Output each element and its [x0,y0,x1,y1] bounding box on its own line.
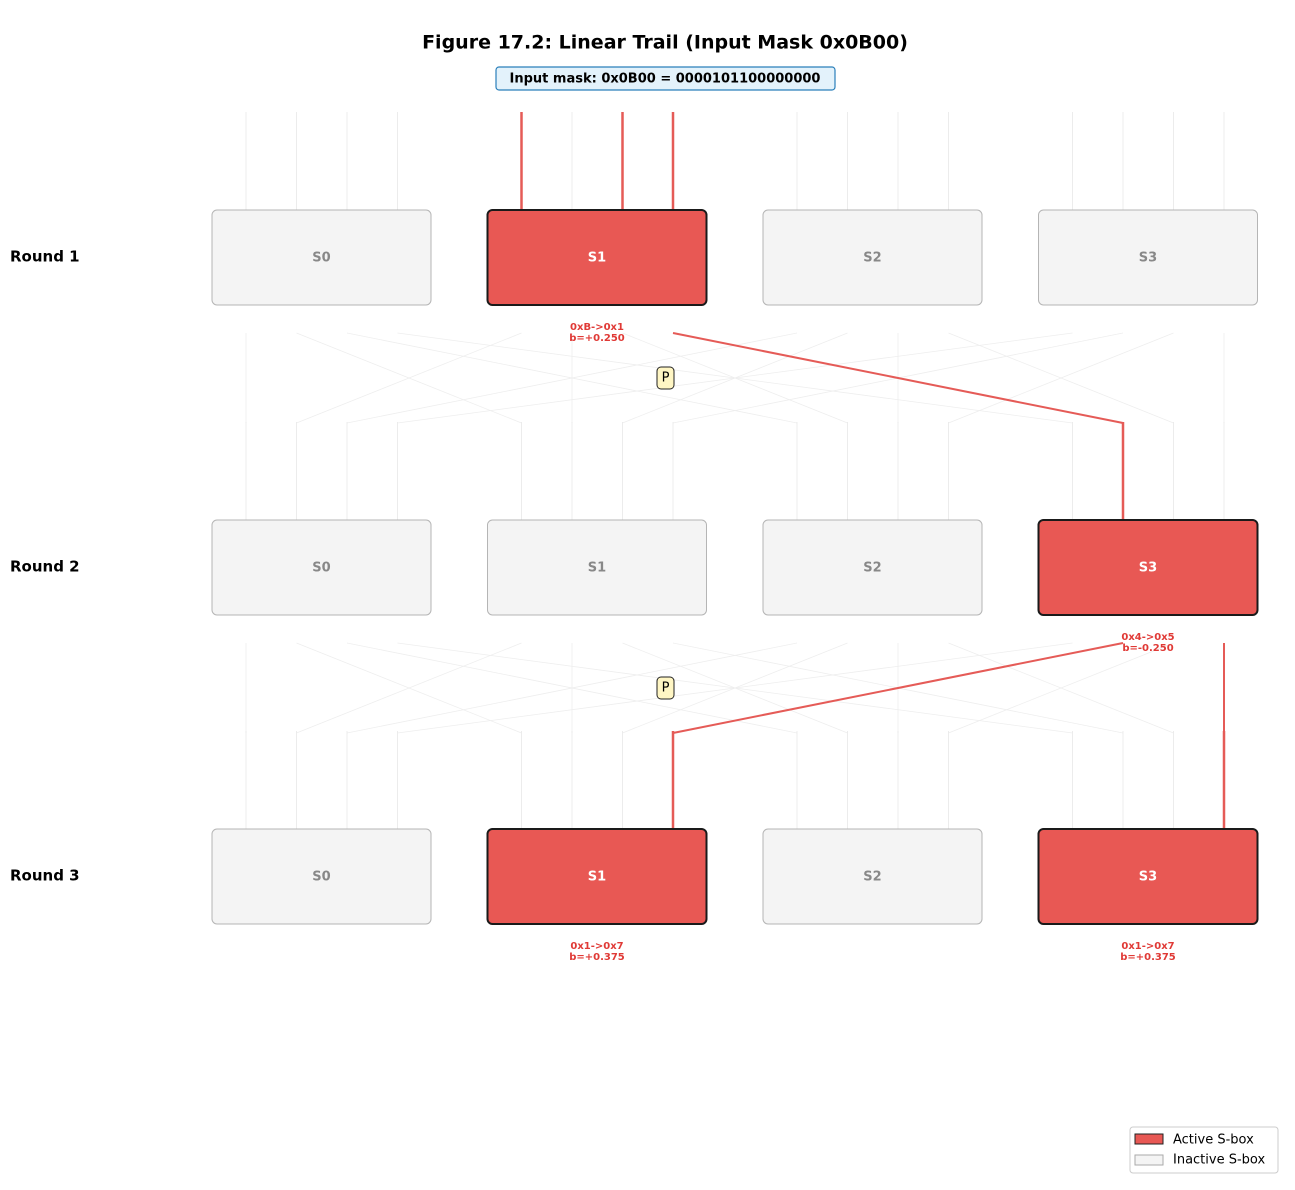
round-label: Round 2 [10,558,80,576]
input-mask: Input mask: 0x0B00 = 0000101100000000 [510,72,821,87]
legend-label: Inactive S-box [1173,1153,1265,1168]
round-label: Round 3 [10,867,80,885]
perm-wire [346,332,798,424]
legend: Active S-box Inactive S-box [1129,1126,1279,1174]
sbox [487,519,707,616]
perm-label: P [662,371,670,386]
perm-wire [296,642,522,734]
sbox-annotation: 0x4->0x5 [1121,632,1174,643]
perm-box [656,366,675,390]
legend-label: Active S-box [1173,1133,1254,1148]
sbox-annotation: b=+0.375 [1120,952,1176,963]
perm-wire [397,642,1073,734]
sbox-label: S2 [863,870,881,885]
perm-wire [948,642,1174,734]
perm-box [656,676,675,700]
sbox-label: S0 [312,561,330,576]
sbox-label: S2 [863,251,881,266]
sbox [1038,209,1258,306]
title: Figure 17.2: Linear Trail (Input Mask 0x… [422,32,908,54]
input-mask-box [495,66,836,91]
sbox-label: S0 [312,870,330,885]
legend-swatch [1134,1133,1164,1145]
sbox [1037,828,1259,925]
perm-wire [296,332,522,424]
perm-wire [397,332,1073,424]
sbox-label: S3 [1139,251,1157,266]
sbox-label: S3 [1139,561,1157,576]
sbox-label: S0 [312,251,330,266]
sbox-annotation: b=+0.375 [569,952,625,963]
sbox [1037,519,1259,616]
sbox-label: S1 [588,870,606,885]
perm-label: P [662,681,670,696]
sbox [762,828,983,925]
active-perm-wire [672,642,1124,734]
sbox [211,828,432,925]
sbox [486,828,708,925]
sbox-label: S2 [863,561,881,576]
sbox-annotation: 0x1->0x7 [1121,941,1174,952]
sbox-label: S1 [588,251,606,266]
active-perm-wire [672,332,1124,424]
perm-wire [346,642,798,734]
round-label: Round 1 [10,248,80,266]
sbox-label: S3 [1139,870,1157,885]
sbox-annotation: 0xB->0x1 [570,322,624,333]
sbox-annotation: 0x1->0x7 [570,941,623,952]
perm-wire [948,332,1174,424]
sbox [762,519,983,616]
legend-swatch [1134,1154,1164,1166]
sbox-annotation: b=+0.250 [569,333,625,344]
sbox-annotation: b=-0.250 [1122,643,1173,654]
sbox [762,209,983,306]
sbox [211,519,432,616]
legend-frame [1129,1126,1279,1174]
sbox [211,209,432,306]
sbox-label: S1 [588,561,606,576]
sbox [486,209,708,306]
